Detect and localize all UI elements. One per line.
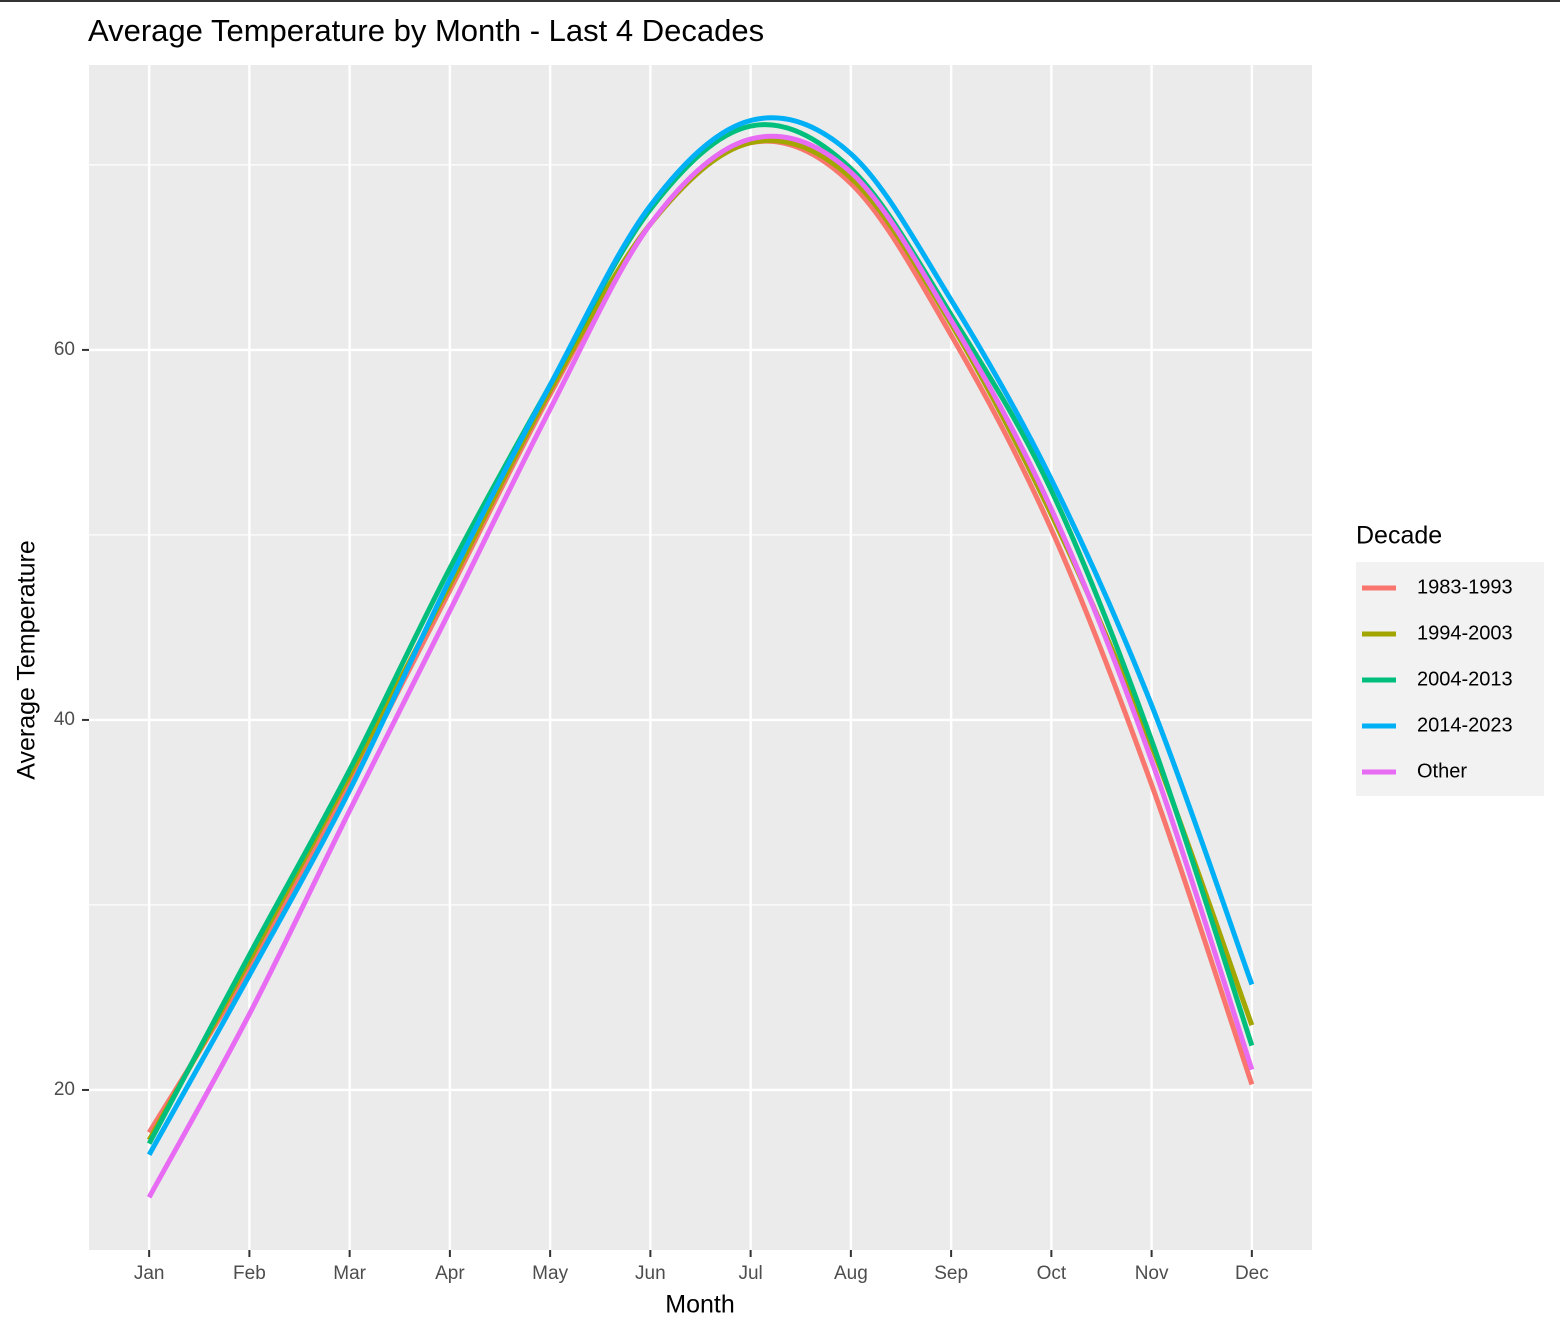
x-tick-label: Nov — [1135, 1263, 1169, 1284]
x-tick-label: Jun — [635, 1263, 666, 1284]
x-tick-label: Jan — [134, 1263, 165, 1284]
series-line — [146, 133, 1255, 1199]
legend-label: Other — [1417, 760, 1467, 782]
x-tick-label: Oct — [1037, 1263, 1067, 1284]
x-tick-label: Aug — [834, 1263, 868, 1284]
x-tick-label: Sep — [934, 1263, 968, 1284]
x-tick-label: Apr — [435, 1263, 465, 1284]
legend-label: 1994-2003 — [1417, 622, 1513, 644]
y-tick-label: 60 — [54, 339, 75, 360]
x-tick-label: Feb — [233, 1263, 266, 1284]
series-line — [146, 122, 1255, 1145]
y-tick-label: 20 — [54, 1079, 75, 1100]
plot-panel — [89, 65, 1312, 1250]
x-axis-title: Month — [665, 1291, 734, 1319]
x-tick-label: Jul — [738, 1263, 762, 1284]
chart-title: Average Temperature by Month - Last 4 De… — [88, 13, 764, 48]
legend-label: 2014-2023 — [1417, 714, 1513, 736]
legend-title: Decade — [1356, 522, 1442, 550]
x-tick-label: May — [532, 1263, 568, 1284]
y-tick-label: 40 — [54, 709, 75, 730]
axes: 20 40 60 Jan Feb Mar Apr May Jun Jul Aug Sep Oct Nov D… — [54, 339, 1269, 1284]
legend: 1983-1993 1994-2003 2004-2013 2014-2023 Othe… — [1362, 576, 1513, 782]
legend-label: 1983-1993 — [1417, 576, 1513, 598]
series-line — [146, 115, 1255, 1156]
grid — [89, 65, 1312, 1250]
x-tick-label: Dec — [1235, 1263, 1269, 1284]
legend-label: 2004-2013 — [1417, 668, 1513, 690]
x-tick-label: Mar — [333, 1263, 366, 1284]
y-axis-title: Average Temperature — [13, 540, 41, 780]
lines — [146, 115, 1255, 1199]
